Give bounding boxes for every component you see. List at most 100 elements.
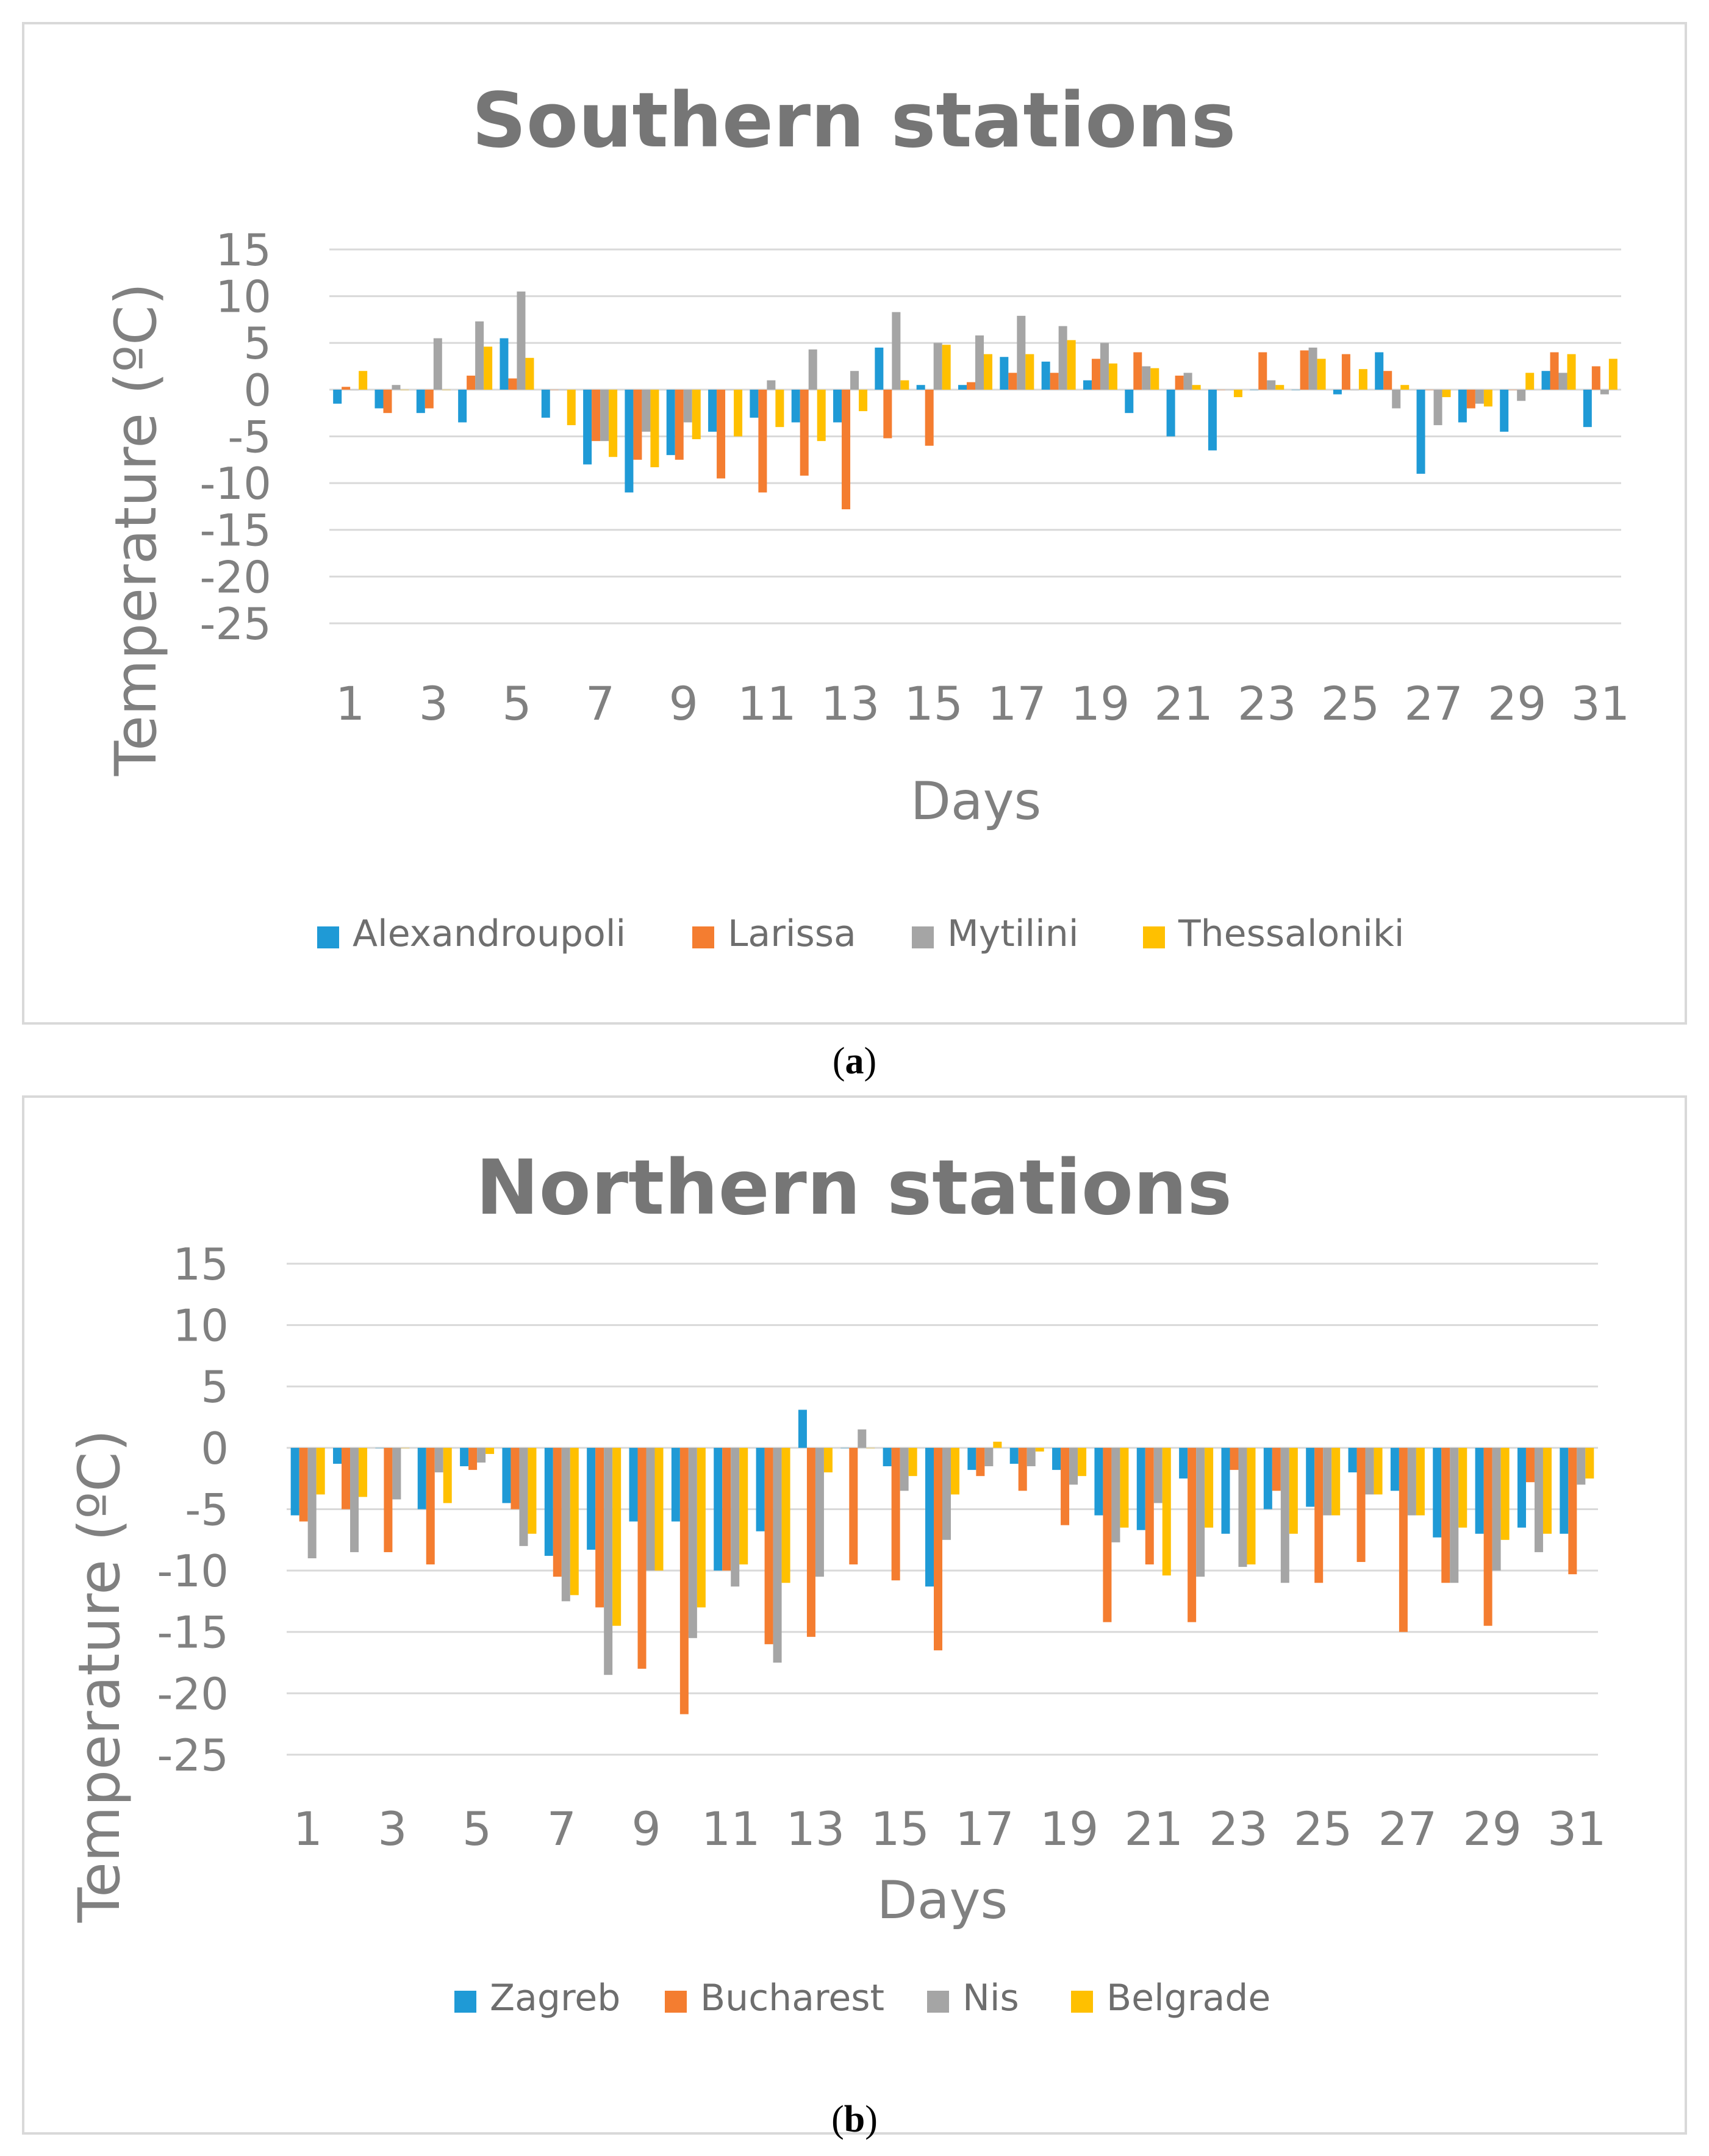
bar-zagreb-day-28 — [1433, 1447, 1442, 1538]
panel-caption-letter: a — [845, 1040, 864, 1082]
bar-thessaloniki-day-17 — [1025, 354, 1034, 390]
bar-larissa-day-8 — [633, 389, 642, 460]
bar-zagreb-day-22 — [1179, 1447, 1188, 1479]
y-axis-label: Temperature (ºC) — [103, 283, 170, 777]
bar-mytilini-day-2 — [392, 385, 401, 390]
bar-bucharest-day-21 — [1145, 1447, 1154, 1565]
bar-larissa-day-1 — [342, 387, 351, 390]
x-tick-label: 15 — [904, 676, 963, 731]
bar-thessaloniki-day-26 — [1400, 385, 1410, 390]
chart-title: Northern stations — [476, 1144, 1232, 1232]
bar-bucharest-day-2 — [342, 1447, 351, 1510]
bar-zagreb-day-11 — [714, 1447, 723, 1571]
bar-mytilini-day-27 — [1433, 389, 1442, 426]
bar-mytilini-day-20 — [1142, 366, 1151, 390]
y-tick-label: -25 — [199, 598, 271, 650]
bar-belgrade-day-11 — [739, 1447, 748, 1565]
bar-zagreb-day-16 — [925, 1447, 934, 1587]
bar-thessaloniki-day-4 — [484, 346, 493, 390]
bar-zagreb-day-27 — [1390, 1447, 1399, 1491]
bar-larissa-day-5 — [508, 378, 517, 390]
bar-nis-day-24 — [1280, 1447, 1289, 1583]
bar-larissa-day-16 — [967, 382, 975, 390]
bar-belgrade-day-26 — [1374, 1447, 1383, 1495]
legend-swatch-bucharest — [665, 1991, 687, 2013]
bar-thessaloniki-day-20 — [1150, 368, 1159, 390]
legend-label-thessaloniki: Thessaloniki — [1178, 912, 1404, 955]
bar-zagreb-day-19 — [1052, 1447, 1061, 1470]
bar-thessaloniki-day-16 — [984, 354, 992, 390]
bar-alexandroupoli-day-21 — [1166, 389, 1175, 437]
bar-zagreb-day-6 — [502, 1447, 511, 1503]
panel-caption: (a) — [833, 1040, 876, 1082]
bar-bucharest-day-5 — [468, 1447, 478, 1470]
bar-alexandroupoli-day-11 — [750, 389, 759, 418]
bar-bucharest-day-30 — [1525, 1447, 1535, 1483]
bar-mytilini-day-29 — [1517, 389, 1526, 401]
bar-zagreb-day-8 — [587, 1447, 596, 1550]
bar-nis-day-26 — [1365, 1447, 1374, 1495]
bar-nis-day-31 — [1577, 1447, 1586, 1485]
x-tick-label: 17 — [955, 1802, 1014, 1856]
bar-nis-day-19 — [1069, 1447, 1078, 1485]
bar-mytilini-day-26 — [1392, 389, 1401, 409]
x-tick-label: 7 — [586, 676, 615, 731]
bar-alexandroupoli-day-5 — [500, 338, 509, 390]
bar-nis-day-20 — [1111, 1447, 1120, 1542]
bar-bucharest-day-17 — [976, 1447, 985, 1477]
bar-nis-day-25 — [1323, 1447, 1332, 1516]
chart-panel-b: Northern stations 15 10 5 0 -5 -10 -15 -20 -25 1 3 5… — [0, 1086, 1709, 2156]
bar-mytilini-day-12 — [808, 349, 817, 390]
bar-belgrade-day-20 — [1120, 1447, 1129, 1528]
bar-bucharest-day-9 — [637, 1447, 647, 1669]
bar-zagreb-day-14 — [840, 1447, 850, 1449]
x-tick-label: 3 — [419, 676, 448, 731]
legend-swatch-nis — [927, 1991, 949, 2013]
y-tick-label: -15 — [199, 505, 271, 556]
bar-nis-day-4 — [434, 1447, 443, 1473]
bar-larissa-day-7 — [592, 389, 601, 442]
legend-label-belgrade: Belgrade — [1106, 1977, 1270, 2019]
x-tick-label: 29 — [1463, 1802, 1522, 1856]
bar-belgrade-day-31 — [1585, 1447, 1594, 1479]
bar-mytilini-day-8 — [642, 389, 651, 432]
y-tick-label: 10 — [215, 271, 271, 323]
bar-bucharest-day-13 — [806, 1447, 815, 1637]
bar-alexandroupoli-day-28 — [1458, 389, 1467, 423]
bar-larissa-day-15 — [925, 389, 934, 446]
bar-thessaloniki-day-10 — [734, 389, 743, 437]
chart-panel-a: Southern stations 15 10 5 0 -5 -10 -15 -20 -25 1 3 5… — [22, 22, 1687, 1082]
bar-belgrade-day-5 — [485, 1447, 495, 1454]
bar-alexandroupoli-day-13 — [833, 389, 842, 423]
bar-belgrade-day-19 — [1078, 1447, 1087, 1477]
bar-zagreb-day-18 — [1009, 1447, 1019, 1464]
x-tick-label: 17 — [987, 676, 1047, 731]
bar-thessaloniki-day-12 — [817, 389, 826, 442]
bar-bucharest-day-1 — [299, 1447, 308, 1522]
bar-belgrade-day-25 — [1331, 1447, 1341, 1516]
bar-zagreb-day-30 — [1517, 1447, 1526, 1528]
bar-larissa-day-17 — [1008, 373, 1017, 390]
bar-bucharest-day-11 — [722, 1447, 731, 1571]
bar-mytilini-day-31 — [1600, 389, 1609, 395]
bar-larissa-day-31 — [1591, 366, 1600, 390]
y-tick-label: 15 — [215, 224, 271, 276]
bar-alexandroupoli-day-1 — [333, 389, 342, 404]
bar-zagreb-day-29 — [1475, 1447, 1484, 1534]
bar-alexandroupoli-day-6 — [541, 389, 550, 418]
bar-alexandroupoli-day-8 — [625, 389, 634, 493]
bar-larissa-day-10 — [717, 389, 726, 479]
y-tick-label: -25 — [157, 1730, 229, 1781]
bar-alexandroupoli-day-18 — [1041, 361, 1050, 390]
bar-mytilini-day-5 — [517, 291, 526, 390]
bar-alexandroupoli-day-12 — [791, 389, 800, 423]
bar-nis-day-8 — [604, 1447, 613, 1675]
bar-zagreb-day-5 — [460, 1447, 469, 1467]
bar-belgrade-day-22 — [1205, 1447, 1214, 1528]
bar-thessaloniki-day-28 — [1483, 389, 1492, 407]
bar-belgrade-day-10 — [697, 1447, 706, 1608]
y-tick-label: -10 — [157, 1545, 229, 1597]
bar-bucharest-day-23 — [1230, 1447, 1239, 1470]
bar-belgrade-day-12 — [781, 1447, 790, 1583]
